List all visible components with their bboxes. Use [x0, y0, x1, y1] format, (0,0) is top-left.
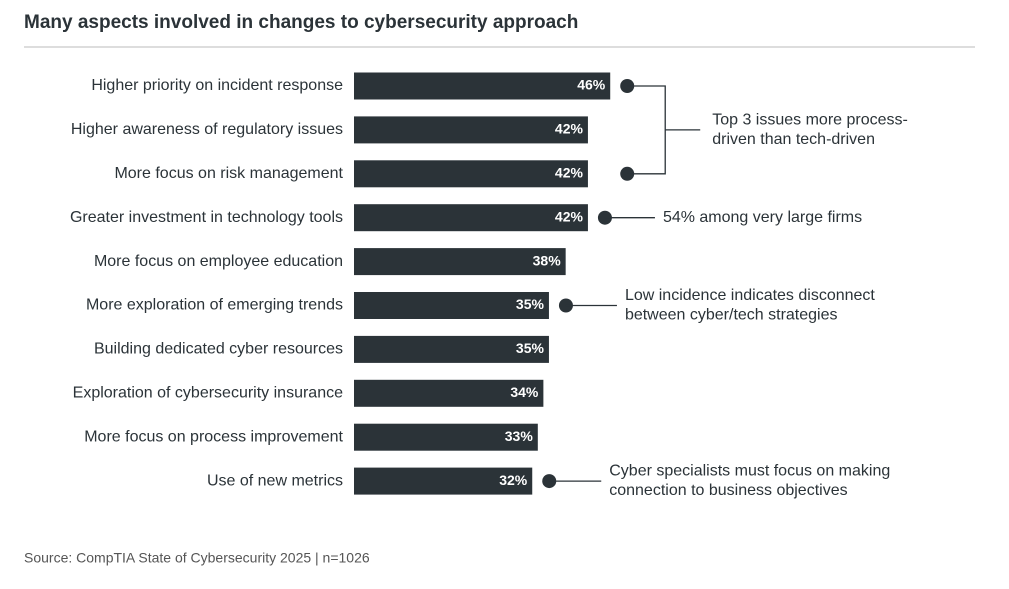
value-label: 34%: [510, 384, 539, 400]
bar: [354, 292, 549, 319]
annotation-bracket: [627, 85, 701, 175]
value-label: 42%: [555, 165, 584, 181]
value-label: 33%: [505, 428, 534, 444]
category-label: Greater investment in technology tools: [70, 209, 343, 226]
annotation-text: driven than tech-driven: [712, 131, 875, 148]
annotation-text: Top 3 issues more process-: [712, 111, 908, 128]
value-label: 46%: [577, 77, 606, 93]
value-label: 42%: [555, 208, 584, 224]
source-note: Source: CompTIA State of Cybersecurity 2…: [24, 550, 370, 566]
category-label: More exploration of emerging trends: [86, 297, 343, 314]
bar: [354, 72, 611, 100]
category-label: Exploration of cybersecurity insurance: [73, 385, 343, 402]
category-label: Higher priority on incident response: [91, 77, 343, 94]
value-label: 42%: [555, 121, 584, 137]
annotation-text: Low incidence indicates disconnect: [625, 287, 875, 304]
value-label: 32%: [499, 472, 528, 488]
value-label: 35%: [516, 340, 545, 356]
bar: [354, 379, 544, 407]
bar: [354, 248, 566, 276]
category-label: Higher awareness of regulatory issues: [71, 121, 343, 138]
category-label: Use of new metrics: [207, 472, 343, 489]
annotation-text: Cyber specialists must focus on making: [609, 463, 890, 480]
bar: [354, 467, 533, 495]
category-label: Building dedicated cyber resources: [94, 341, 343, 358]
bar: [354, 423, 538, 451]
annotation-text: 54% among very large firms: [663, 209, 862, 226]
bar: [354, 160, 588, 188]
bar: [354, 335, 549, 363]
annotation-text: connection to business objectives: [609, 482, 847, 499]
category-label: More focus on process improvement: [84, 428, 343, 445]
chart-title: Many aspects involved in changes to cybe…: [24, 12, 578, 33]
bar: [354, 204, 588, 232]
value-label: 35%: [516, 296, 545, 312]
category-label: More focus on employee education: [94, 253, 343, 270]
bar: [354, 116, 588, 144]
annotation-text: between cyber/tech strategies: [625, 306, 838, 323]
value-label: 38%: [533, 252, 562, 268]
category-label: More focus on risk management: [114, 165, 343, 182]
